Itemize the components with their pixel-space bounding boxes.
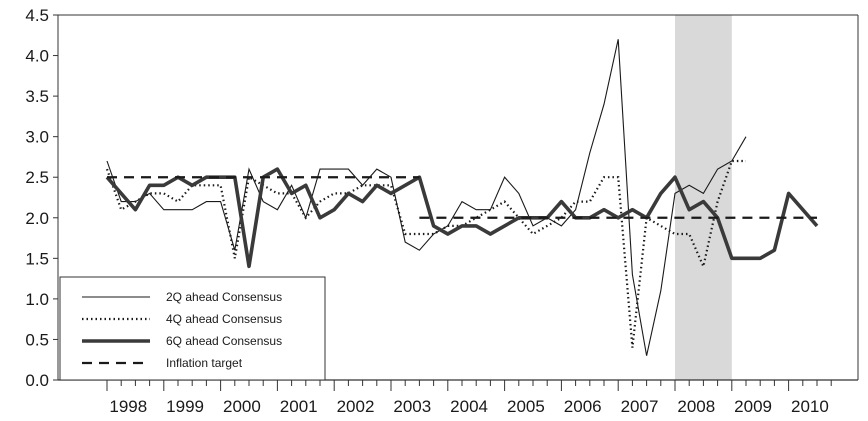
y-tick-label: 4.0	[25, 47, 49, 66]
y-tick-label: 2.5	[25, 168, 49, 187]
y-tick-label: 1.5	[25, 249, 49, 268]
y-tick-label: 1.0	[25, 290, 49, 309]
series-4q-ahead-consensus	[105, 159, 746, 348]
axes-layer: 0.0 0.5 1.0 1.5 2.0 2.5 3.0 3.5 4.0 4.5 1998 1999 20…	[25, 6, 859, 416]
y-tick-label: 0.5	[25, 330, 49, 349]
legend-label: Inflation target	[166, 356, 243, 370]
x-tick-label: 1999	[166, 397, 204, 416]
x-tick-label: 2003	[393, 397, 431, 416]
series-2q-ahead-consensus	[106, 39, 747, 356]
legend-label: 6Q ahead Consensus	[166, 334, 282, 348]
x-tick-label: 2008	[677, 397, 715, 416]
series-6q-ahead-consensus	[105, 167, 819, 269]
x-tick-label: 2005	[507, 397, 545, 416]
legend-label: 4Q ahead Consensus	[166, 312, 282, 326]
x-tick-label: 1998	[109, 397, 147, 416]
y-tick-label: 2.0	[25, 209, 49, 228]
legend: 2Q ahead Consensus 4Q ahead Consensus 6Q a…	[59, 276, 326, 381]
x-tick-label: 2006	[564, 397, 602, 416]
x-tick-label: 2001	[280, 397, 318, 416]
y-tick-label: 4.5	[25, 6, 49, 25]
y-tick-label: 0.0	[25, 371, 49, 390]
x-tick-label: 2002	[337, 397, 375, 416]
series-layer	[105, 39, 819, 356]
x-tick-label: 2007	[621, 397, 659, 416]
x-tick-label: 2010	[791, 397, 829, 416]
y-tick-label: 3.0	[25, 128, 49, 147]
y-tick-label: 3.5	[25, 87, 49, 106]
legend-label: 2Q ahead Consensus	[166, 290, 282, 304]
x-tick-label: 2009	[734, 397, 772, 416]
x-tick-label: 2000	[223, 397, 261, 416]
x-tick-label: 2004	[450, 397, 488, 416]
